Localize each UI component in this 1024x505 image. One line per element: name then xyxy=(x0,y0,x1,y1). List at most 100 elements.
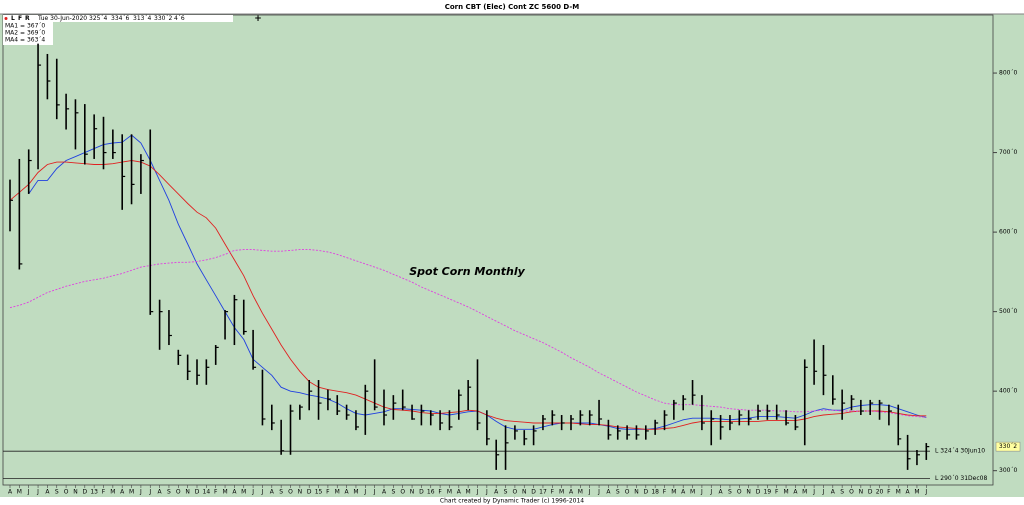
footer: Chart created by Dynamic Trader (c) 1996… xyxy=(440,498,584,505)
info-field: 330´2 xyxy=(154,15,172,22)
x-tick-label: J xyxy=(261,489,264,496)
footer-bar xyxy=(0,497,1024,505)
x-tick-label: D xyxy=(82,489,87,496)
x-tick-label: A xyxy=(270,489,275,496)
x-tick-label: J xyxy=(485,489,488,496)
y-tick-label: 800´0 xyxy=(999,70,1017,77)
info-box xyxy=(3,15,233,22)
x-tick-label: M xyxy=(129,489,134,496)
toolbar-dot xyxy=(4,17,8,20)
x-tick-label: O xyxy=(737,489,742,496)
x-tick-label: O xyxy=(513,489,518,496)
x-tick-label: M xyxy=(914,489,919,496)
toolbar-button[interactable]: F xyxy=(18,15,22,22)
x-tick-label: N xyxy=(185,489,190,496)
header-bar xyxy=(0,0,1024,14)
x-tick-label: 13 xyxy=(90,489,98,496)
x-tick-label: S xyxy=(840,489,844,496)
x-tick-label: F xyxy=(663,489,667,496)
x-tick-label: 18 xyxy=(651,489,659,496)
x-tick-label: N xyxy=(410,489,415,496)
toolbar-button[interactable]: R xyxy=(25,15,30,22)
x-tick-label: 17 xyxy=(539,489,547,496)
x-tick-label: D xyxy=(195,489,200,496)
x-tick-label: A xyxy=(232,489,237,496)
x-tick-label: M xyxy=(559,489,564,496)
add-button[interactable]: + xyxy=(254,14,262,24)
x-tick-label: M xyxy=(690,489,695,496)
x-tick-label: A xyxy=(494,489,499,496)
info-field: 334´6 xyxy=(111,15,129,22)
chart-annotation: Spot Corn Monthly xyxy=(409,265,525,278)
x-tick-label: 14 xyxy=(203,489,211,496)
x-tick-label: F xyxy=(775,489,779,496)
x-tick-label: M xyxy=(671,489,676,496)
legend-entry: MA2 = 369´0 xyxy=(5,30,45,37)
info-field: Tue 30-Jun-2020 xyxy=(37,15,87,22)
x-tick-label: D xyxy=(868,489,873,496)
x-tick-label: A xyxy=(906,489,911,496)
x-tick-label: M xyxy=(335,489,340,496)
toolbar-button[interactable]: L xyxy=(11,15,15,22)
x-tick-label: M xyxy=(466,489,471,496)
x-tick-label: O xyxy=(849,489,854,496)
x-tick-label: F xyxy=(438,489,442,496)
x-tick-label: 15 xyxy=(315,489,323,496)
x-tick-label: N xyxy=(73,489,78,496)
x-tick-label: S xyxy=(55,489,59,496)
x-tick-label: S xyxy=(728,489,732,496)
x-tick-label: N xyxy=(746,489,751,496)
x-tick-label: A xyxy=(569,489,574,496)
x-tick-label: M xyxy=(110,489,115,496)
x-tick-label: S xyxy=(391,489,395,496)
level-label: L 290´0 31Dec08 xyxy=(935,475,987,482)
x-tick-label: N xyxy=(298,489,303,496)
x-tick-label: J xyxy=(812,489,815,496)
y-tick-label: 500´0 xyxy=(999,308,1017,315)
x-tick-label: J xyxy=(700,489,703,496)
x-tick-label: 19 xyxy=(764,489,772,496)
x-tick-label: A xyxy=(719,489,724,496)
x-tick-label: J xyxy=(27,489,30,496)
x-tick-label: S xyxy=(504,489,508,496)
legend-entry: MA4 = 363´4 xyxy=(5,37,45,44)
y-tick-label: 400´0 xyxy=(999,388,1017,395)
chart-title: Corn CBT (Elec) Cont ZC 5600 D-M xyxy=(445,3,580,11)
x-tick-label: N xyxy=(634,489,639,496)
info-field: 4´6 xyxy=(174,15,185,22)
x-tick-label: S xyxy=(167,489,171,496)
info-field: 313´4 xyxy=(133,15,151,22)
x-tick-label: A xyxy=(382,489,387,496)
x-tick-label: A xyxy=(457,489,462,496)
last-price-label: 330´2 xyxy=(999,443,1017,450)
x-tick-label: A xyxy=(45,489,50,496)
x-tick-label: M xyxy=(802,489,807,496)
x-tick-label: J xyxy=(709,489,712,496)
x-tick-label: J xyxy=(148,489,151,496)
info-field: 325´4 xyxy=(89,15,107,22)
x-tick-label: O xyxy=(400,489,405,496)
x-tick-label: O xyxy=(64,489,69,496)
x-tick-label: O xyxy=(625,489,630,496)
x-tick-label: J xyxy=(597,489,600,496)
x-tick-label: J xyxy=(251,489,254,496)
x-tick-label: M xyxy=(17,489,22,496)
x-tick-label: D xyxy=(307,489,312,496)
x-tick-label: N xyxy=(522,489,527,496)
plot-border xyxy=(2,14,994,486)
x-tick-label: O xyxy=(176,489,181,496)
last-price-box xyxy=(995,441,1021,452)
x-tick-label: D xyxy=(756,489,761,496)
x-tick-label: F xyxy=(214,489,218,496)
x-tick-label: O xyxy=(288,489,293,496)
x-tick-label: S xyxy=(279,489,283,496)
x-tick-label: J xyxy=(822,489,825,496)
x-tick-label: M xyxy=(783,489,788,496)
x-tick-label: M xyxy=(241,489,246,496)
x-tick-label: A xyxy=(793,489,798,496)
x-tick-label: J xyxy=(476,489,479,496)
x-tick-label: A xyxy=(345,489,350,496)
x-tick-label: A xyxy=(8,489,13,496)
x-tick-label: 20 xyxy=(876,489,884,496)
x-tick-label: A xyxy=(120,489,125,496)
